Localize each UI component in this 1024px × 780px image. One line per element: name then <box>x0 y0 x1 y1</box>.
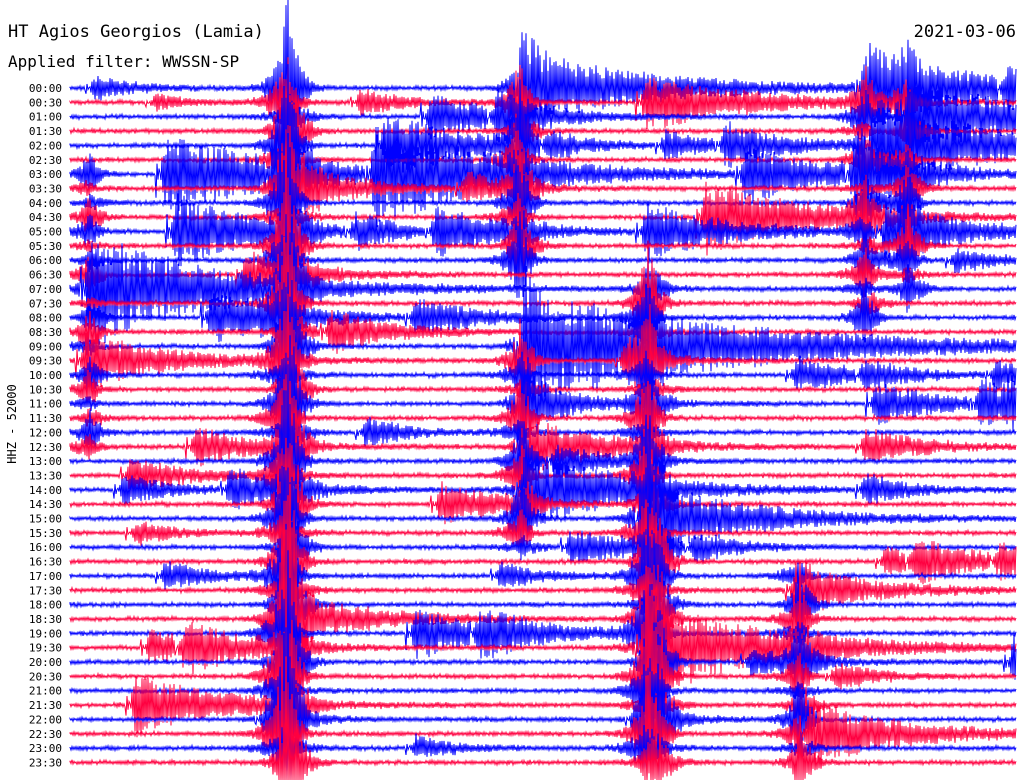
row-time-label: 01:00 <box>29 111 62 124</box>
row-time-label: 23:30 <box>29 756 62 769</box>
row-time-label: 03:30 <box>29 182 62 195</box>
row-time-label: 20:30 <box>29 670 62 683</box>
row-time-label: 04:00 <box>29 197 62 210</box>
seismic-trace-line <box>69 57 1017 140</box>
row-time-label: 08:00 <box>29 312 62 325</box>
row-time-label: 17:00 <box>29 570 62 583</box>
row-time-label: 06:30 <box>29 269 62 282</box>
row-time-label: 08:30 <box>29 326 62 339</box>
row-time-label: 15:30 <box>29 527 62 540</box>
row-time-label: 18:30 <box>29 613 62 626</box>
row-time-label: 14:00 <box>29 484 62 497</box>
seismic-trace-line <box>69 707 1017 780</box>
row-time-label: 07:00 <box>29 283 62 296</box>
row-time-label: 07:30 <box>29 297 62 310</box>
row-time-label: 23:00 <box>29 742 62 755</box>
date-label: 2021-03-06 <box>914 22 1016 42</box>
row-time-label: 22:00 <box>29 713 62 726</box>
row-time-label: 05:30 <box>29 240 62 253</box>
seismic-trace-line <box>69 364 1017 526</box>
row-time-label: 03:00 <box>29 168 62 181</box>
row-time-label: 15:00 <box>29 513 62 526</box>
row-time-label: 13:30 <box>29 469 62 482</box>
seismic-trace-line <box>69 484 1017 625</box>
row-time-label: 00:30 <box>29 96 62 109</box>
seismic-trace-line <box>69 407 1017 455</box>
seismic-trace-line <box>69 500 1017 723</box>
seismic-trace-line <box>69 265 1017 430</box>
row-time-label: 16:00 <box>29 541 62 554</box>
seismic-trace-line <box>69 506 1017 580</box>
seismic-trace-line <box>69 445 1017 575</box>
seismic-trace-line <box>69 350 1017 396</box>
row-time-label: 00:00 <box>29 82 62 95</box>
seismic-trace-line <box>69 82 1017 196</box>
row-time-label: 19:30 <box>29 642 62 655</box>
seismic-traces <box>69 0 1017 780</box>
row-time-label: 20:00 <box>29 656 62 669</box>
row-time-label: 21:00 <box>29 685 62 698</box>
station-title: HT Agios Georgios (Lamia) <box>8 22 264 42</box>
row-time-label: 17:30 <box>29 584 62 597</box>
row-time-label: 02:00 <box>29 139 62 152</box>
row-time-label: 10:30 <box>29 383 62 396</box>
row-time-label: 13:00 <box>29 455 62 468</box>
seismic-trace-line <box>69 588 1017 780</box>
seismic-trace-line <box>69 424 1017 619</box>
seismic-trace-line <box>69 499 1017 565</box>
seismic-trace-line <box>69 170 1017 287</box>
row-time-label: 01:30 <box>29 125 62 138</box>
seismic-trace-line <box>69 125 1017 275</box>
filter-label: Applied filter: WWSSN-SP <box>8 52 239 71</box>
row-time-label: 16:30 <box>29 556 62 569</box>
channel-label: HHZ - 52000 <box>5 384 19 463</box>
row-time-label: 21:30 <box>29 699 62 712</box>
row-time-label: 12:00 <box>29 426 62 439</box>
row-time-label: 22:30 <box>29 728 62 741</box>
seismic-trace-line <box>69 211 1017 299</box>
seismic-trace-line <box>69 725 1017 772</box>
seismic-trace-line <box>69 174 1017 256</box>
seismic-trace-line <box>69 360 1017 470</box>
seismic-trace-line <box>69 376 1017 528</box>
row-time-label: 19:00 <box>29 627 62 640</box>
seismic-trace-line <box>69 272 1017 354</box>
seismic-trace-line <box>69 652 1017 747</box>
row-time-label: 02:30 <box>29 154 62 167</box>
row-time-label: 09:00 <box>29 340 62 353</box>
seismic-trace-line <box>69 560 1017 619</box>
row-time-label: 06:00 <box>29 254 62 267</box>
seismic-trace-line <box>69 536 1017 664</box>
seismic-trace-line <box>69 239 1017 307</box>
seismic-trace-line <box>69 218 1017 365</box>
row-time-label: 18:00 <box>29 599 62 612</box>
seismic-trace-line <box>69 293 1017 418</box>
seismic-trace-line <box>69 216 1017 361</box>
seismic-trace-line <box>69 585 1017 769</box>
seismic-trace-line <box>69 335 1017 473</box>
row-time-label: 09:30 <box>29 355 62 368</box>
seismic-trace-line <box>69 157 1017 326</box>
row-time-label: 05:00 <box>29 226 62 239</box>
seismic-trace-line <box>69 584 1017 687</box>
row-time-label: 12:30 <box>29 441 62 454</box>
seismic-trace-line <box>69 550 1017 745</box>
row-time-label: 10:00 <box>29 369 62 382</box>
seismic-trace-line <box>69 658 1017 729</box>
row-time-label: 11:30 <box>29 412 62 425</box>
seismic-trace-line <box>69 656 1017 780</box>
row-time-label: 11:00 <box>29 398 62 411</box>
seismic-trace-line <box>69 595 1017 704</box>
row-time-label: 14:30 <box>29 498 62 511</box>
row-time-label: 04:30 <box>29 211 62 224</box>
seismic-trace-line <box>69 506 1017 640</box>
seismic-trace-line <box>69 73 1017 157</box>
